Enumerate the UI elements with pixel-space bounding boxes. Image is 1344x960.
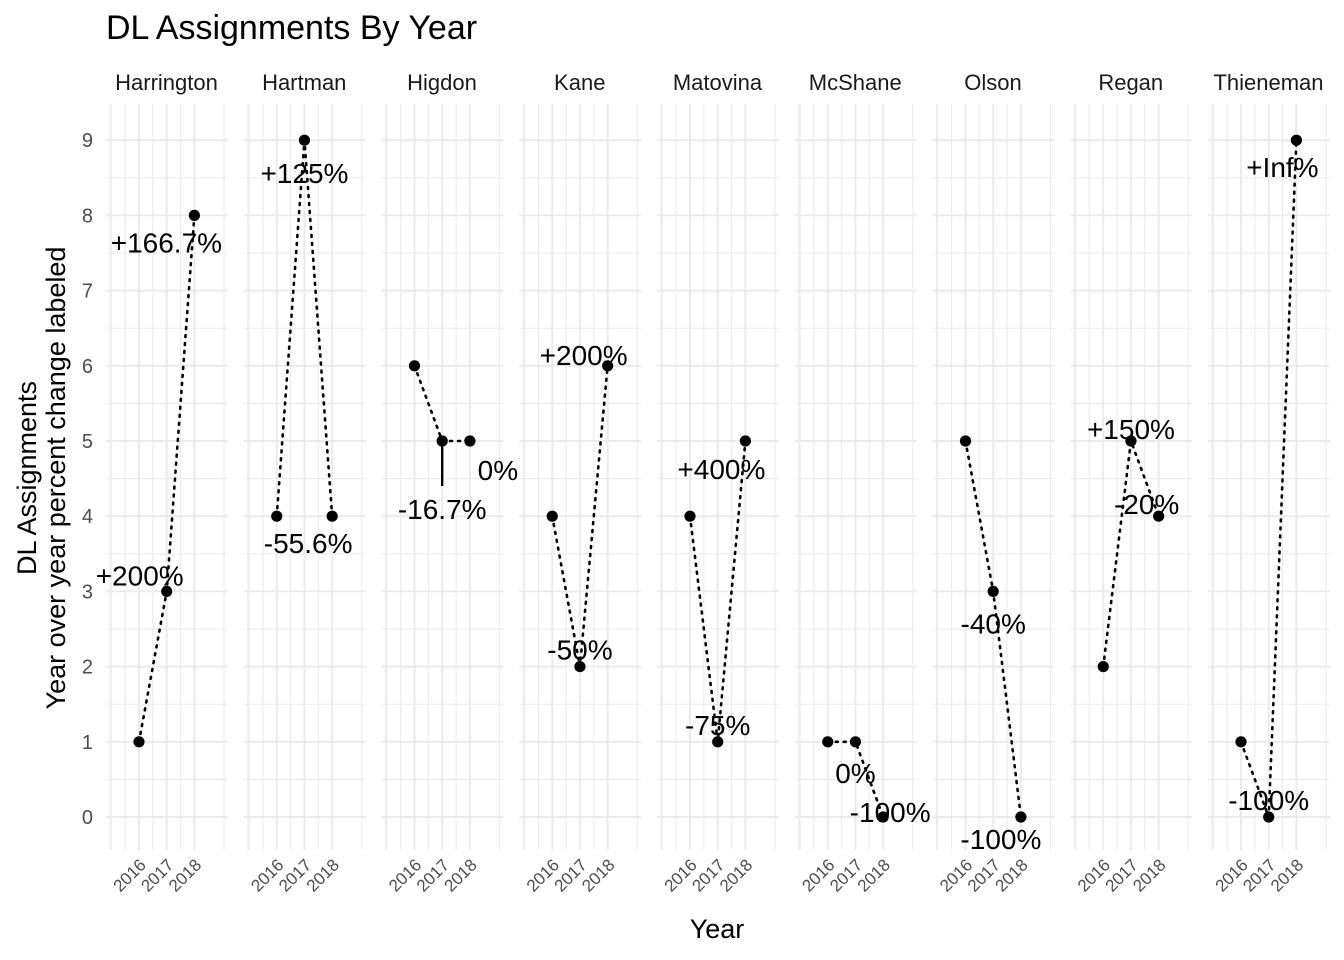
data-point bbox=[877, 811, 889, 823]
facet-panels: Harrington201620172018+200%+166.7%Hartma… bbox=[96, 70, 1330, 896]
y-tick-label: 6 bbox=[82, 356, 93, 378]
percent-change-label: -20% bbox=[1114, 489, 1179, 520]
y-tick-label: 9 bbox=[82, 130, 93, 152]
facet-strip-label: Harrington bbox=[115, 70, 218, 95]
x-axis-title: Year bbox=[690, 914, 745, 944]
percent-change-label: +150% bbox=[1087, 414, 1175, 445]
data-point bbox=[712, 736, 724, 748]
data-point bbox=[1015, 811, 1027, 823]
x-tick-label: 2018 bbox=[1129, 855, 1169, 895]
x-tick-label: 2018 bbox=[992, 855, 1032, 895]
x-tick-label: 2018 bbox=[441, 855, 481, 895]
data-point bbox=[464, 435, 476, 447]
y-axis-title-line-1: DL Assignments bbox=[12, 381, 42, 575]
y-tick-label: 1 bbox=[82, 732, 93, 754]
series-line bbox=[826, 740, 885, 819]
data-point bbox=[298, 134, 311, 146]
x-tick-label: 2018 bbox=[303, 855, 343, 895]
data-point bbox=[1153, 510, 1165, 522]
data-point bbox=[326, 510, 338, 522]
data-point bbox=[546, 510, 558, 522]
percent-change-label: -100% bbox=[960, 824, 1041, 855]
facet-strip-label: Olson bbox=[964, 70, 1021, 95]
percent-change-label: -50% bbox=[547, 635, 612, 666]
x-tick-label: 2018 bbox=[165, 855, 205, 895]
y-tick-label: 5 bbox=[82, 431, 93, 453]
data-point bbox=[959, 435, 972, 447]
facet-strip-label: Regan bbox=[1098, 70, 1163, 95]
facet-strip-label: Matovina bbox=[673, 70, 763, 95]
data-point bbox=[133, 736, 145, 748]
percent-change-label: +125% bbox=[260, 158, 348, 189]
x-tick-label: 2018 bbox=[578, 855, 618, 895]
x-tick-label: 2018 bbox=[854, 855, 894, 895]
data-point bbox=[739, 435, 752, 447]
facet-strip-label: Kane bbox=[554, 70, 605, 95]
percent-change-label: +400% bbox=[677, 454, 765, 485]
data-point bbox=[849, 736, 862, 748]
data-point bbox=[987, 585, 999, 598]
data-point bbox=[684, 510, 696, 522]
data-point bbox=[271, 510, 283, 522]
data-point bbox=[1125, 435, 1137, 447]
y-tick-label: 0 bbox=[82, 807, 93, 829]
data-point bbox=[602, 360, 614, 372]
data-point bbox=[1263, 811, 1275, 823]
y-tick-label: 3 bbox=[82, 581, 93, 603]
facet-strip-label: Hartman bbox=[262, 70, 346, 95]
percent-change-label: -55.6% bbox=[264, 528, 353, 559]
percent-change-label: -16.7% bbox=[398, 494, 487, 525]
y-axis-ticks: 0 1 2 3 4 5 6 7 8 9 bbox=[82, 130, 93, 829]
facet-strip-label: Thieneman bbox=[1213, 70, 1323, 95]
percent-change-label: -100% bbox=[850, 797, 931, 828]
x-tick-label: 2018 bbox=[716, 855, 756, 895]
y-tick-label: 7 bbox=[82, 281, 93, 303]
data-point bbox=[188, 209, 200, 221]
percent-change-label: +166.7% bbox=[111, 227, 222, 258]
percent-change-label: -100% bbox=[1228, 785, 1309, 816]
y-tick-label: 2 bbox=[82, 657, 93, 679]
data-point bbox=[161, 585, 173, 598]
facet-strip-label: Higdon bbox=[407, 70, 477, 95]
facet-strip-label: McShane bbox=[809, 70, 902, 95]
percent-change-label: +200% bbox=[96, 560, 184, 591]
y-tick-label: 8 bbox=[82, 205, 93, 227]
percent-change-label: +200% bbox=[540, 340, 628, 371]
data-point bbox=[822, 736, 834, 748]
percent-change-label: 0% bbox=[478, 455, 518, 486]
x-tick-label: 2018 bbox=[1267, 855, 1307, 895]
data-point bbox=[408, 360, 421, 372]
data-point bbox=[436, 435, 448, 447]
chart-title: DL Assignments By Year bbox=[106, 9, 477, 47]
y-tick-label: 4 bbox=[82, 506, 93, 528]
data-point bbox=[1290, 134, 1302, 146]
y-axis-title-line-2: Year over year percent change labeled bbox=[41, 247, 71, 710]
percent-change-label: +Inf% bbox=[1246, 152, 1318, 183]
percent-change-label: -75% bbox=[685, 710, 750, 741]
data-point bbox=[1097, 661, 1109, 673]
data-point bbox=[1235, 736, 1247, 748]
data-point bbox=[574, 661, 586, 673]
percent-change-label: 0% bbox=[835, 758, 875, 789]
percent-change-label: -40% bbox=[961, 608, 1026, 639]
